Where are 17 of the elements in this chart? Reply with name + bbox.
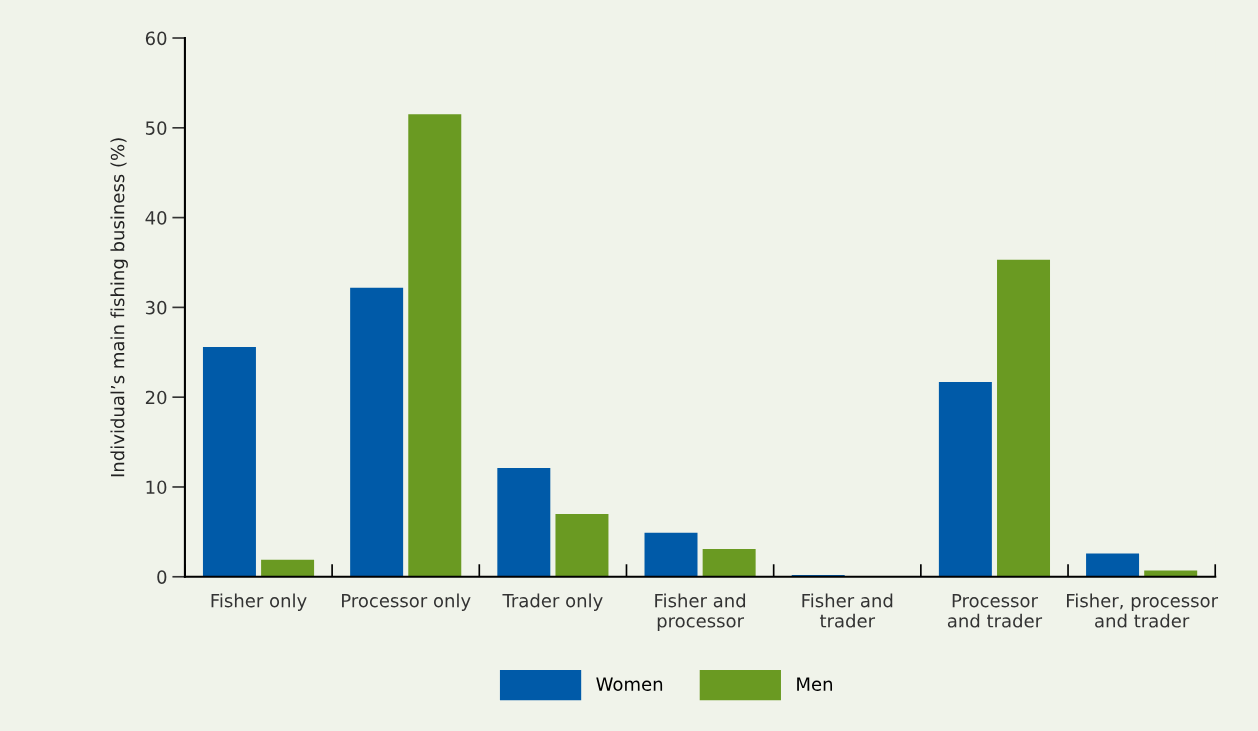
x-tick-label: Fisher and processor (655, 593, 746, 632)
y-tick-label: 0 (157, 570, 167, 584)
x-tick-label: Fisher, processor and trader (1067, 593, 1219, 628)
x-tick-label: Processor and trader (947, 593, 1043, 628)
y-tick-label: 10 (146, 480, 167, 495)
y-tick-label: 30 (145, 300, 167, 315)
x-tick-label: Trader only (502, 593, 603, 611)
y-tick-label: 50 (145, 121, 167, 135)
x-tick-label: Fisher and trader (802, 593, 893, 628)
legend-label: Men (797, 677, 833, 691)
y-axis-title: Individual’s main fishing business (%) (110, 138, 128, 477)
y-tick-label: 20 (145, 390, 167, 405)
y-tick-label: 40 (145, 211, 167, 225)
x-tick-label: Processor only (342, 593, 471, 611)
x-tick-label: Fisher only (211, 593, 307, 611)
y-tick-label: 60 (145, 31, 167, 46)
legend-label: Women (596, 677, 663, 691)
